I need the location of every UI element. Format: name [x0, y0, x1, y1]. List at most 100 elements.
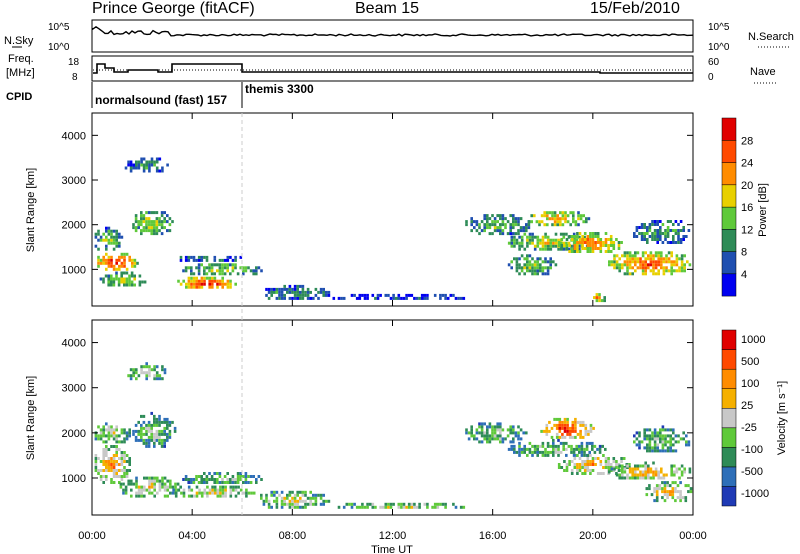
- range-cell: [160, 444, 164, 448]
- range-cell: [441, 293, 445, 297]
- range-cell: [123, 472, 126, 475]
- range-cell: [128, 255, 131, 259]
- range-cell: [660, 266, 663, 270]
- range-cell: [97, 437, 100, 441]
- range-cell: [562, 444, 565, 448]
- range-cell: [130, 274, 134, 278]
- range-cell: [314, 502, 318, 506]
- range-cell: [589, 232, 592, 235]
- range-cell: [296, 290, 299, 294]
- range-cell: [168, 217, 172, 221]
- range-cell: [533, 235, 537, 239]
- range-cell: [660, 470, 663, 474]
- range-cell: [665, 260, 668, 264]
- range-cell: [649, 260, 653, 264]
- range-cell: [554, 447, 558, 451]
- range-cell: [234, 485, 238, 489]
- range-cell: [155, 420, 159, 424]
- range-cell: [218, 266, 222, 270]
- range-cell: [519, 229, 523, 233]
- range-cell: [112, 466, 116, 469]
- range-cell: [195, 494, 199, 498]
- range-cell: [155, 229, 159, 233]
- range-cell: [602, 466, 605, 469]
- range-cell: [536, 235, 540, 239]
- range-cell: [218, 258, 222, 262]
- range-cell: [646, 428, 649, 432]
- range-cell: [166, 423, 169, 427]
- range-cell: [639, 263, 642, 267]
- freq-frame: [91, 55, 694, 82]
- range-cell: [538, 223, 541, 227]
- range-cell: [223, 266, 227, 270]
- range-cell: [115, 238, 118, 242]
- range-cell: [570, 444, 573, 448]
- range-cell: [208, 279, 211, 283]
- range-cell: [661, 446, 665, 450]
- range-cell: [483, 437, 486, 441]
- range-cell: [123, 277, 126, 281]
- range-cell: [499, 217, 502, 221]
- range-cell: [554, 232, 558, 236]
- range-cell: [656, 434, 659, 438]
- range-cell: [643, 232, 646, 235]
- range-cell: [634, 260, 637, 264]
- range-cell: [368, 502, 372, 506]
- range-cell: [148, 160, 151, 164]
- range-cell: [102, 469, 105, 472]
- range-cell: [504, 437, 507, 441]
- range-cell: [652, 470, 655, 474]
- range-cell: [669, 443, 672, 447]
- range-cell: [168, 423, 172, 427]
- range-cell: [672, 235, 675, 238]
- range-cell: [319, 290, 323, 294]
- range-cell: [400, 505, 403, 509]
- range-cell: [651, 235, 654, 238]
- range-cell: [145, 362, 148, 366]
- range-cell: [148, 488, 151, 492]
- range-cell: [110, 229, 113, 233]
- range-cell: [507, 447, 511, 451]
- range-cell: [223, 258, 227, 262]
- range-cell: [528, 260, 532, 264]
- range-cell: [591, 247, 595, 250]
- range-cell: [596, 238, 600, 241]
- range-cell: [555, 423, 559, 427]
- range-cell: [150, 211, 153, 215]
- range-cell: [140, 494, 143, 498]
- range-cell: [478, 431, 481, 435]
- range-cell: [147, 423, 151, 427]
- range-cell: [130, 482, 133, 486]
- range-cell: [142, 166, 146, 170]
- range-cell: [115, 258, 118, 262]
- freq-trace: [93, 63, 693, 74]
- range-cell: [644, 461, 647, 465]
- range-cell: [549, 247, 553, 251]
- range-cell: [312, 296, 315, 300]
- range-cell: [496, 428, 499, 432]
- range-cell: [454, 296, 458, 300]
- range-cell: [229, 491, 233, 495]
- range-cell: [470, 220, 473, 224]
- range-cell: [155, 232, 159, 236]
- velocity-plot-bg: [92, 320, 693, 515]
- range-cell: [190, 478, 193, 481]
- range-cell: [634, 464, 637, 468]
- range-cell: [651, 449, 654, 453]
- range-cell: [551, 217, 554, 221]
- range-cell: [561, 211, 565, 215]
- range-cell: [633, 235, 636, 238]
- range-cell: [203, 269, 206, 273]
- range-cell: [205, 258, 209, 262]
- range-cell: [656, 232, 659, 235]
- range-cell: [145, 160, 148, 164]
- range-cell: [573, 466, 577, 469]
- range-cell: [216, 478, 219, 481]
- range-cell: [208, 266, 211, 270]
- range-cell: [573, 241, 577, 244]
- range-cell: [596, 472, 600, 475]
- range-cell: [655, 487, 659, 491]
- range-cell: [140, 223, 143, 227]
- range-cell: [153, 476, 156, 480]
- range-cell: [278, 293, 281, 297]
